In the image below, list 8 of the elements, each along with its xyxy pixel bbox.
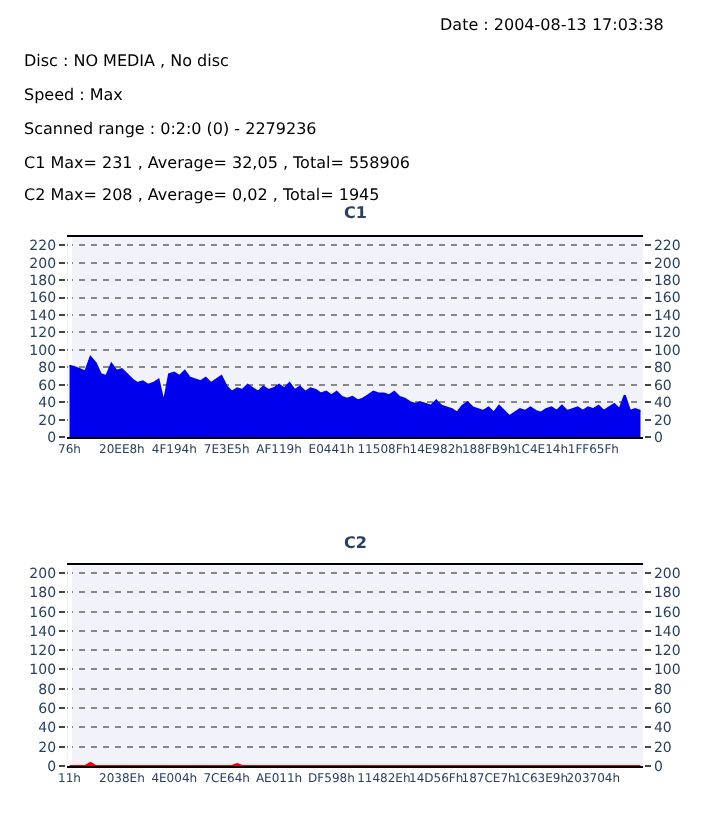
text: Date : 2004-08-13 17:03:38 [440, 16, 664, 34]
text: C1 Max= 231 , Average= 32,05 , Total= 558906 [24, 154, 410, 172]
chart-title: C2 [344, 534, 367, 552]
chart-title: C1 [344, 204, 368, 222]
text: C2 Max= 208 , Average= 0,02 , Total= 1945 [24, 186, 380, 204]
text: Disc : NO MEDIA , No disc [24, 52, 229, 70]
text: Scanned range : 0:2:0 (0) - 2279236 [24, 120, 317, 138]
text: Speed : Max [24, 86, 124, 104]
